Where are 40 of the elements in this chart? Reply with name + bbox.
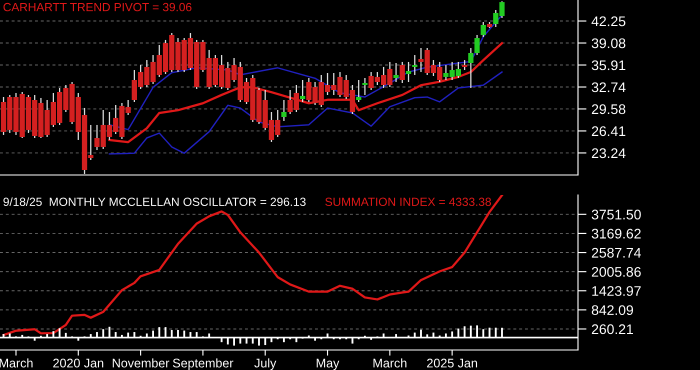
candlestick bbox=[480, 21, 486, 38]
x-tick-label: 2025 Jan bbox=[427, 358, 478, 368]
y-tick-label: 23.24 bbox=[592, 148, 626, 158]
candlestick bbox=[400, 61, 405, 84]
y-tick-label: 3751.50 bbox=[592, 210, 641, 220]
x-tick-label: September bbox=[172, 358, 234, 370]
x-tick-label: March bbox=[373, 358, 406, 368]
candlestick bbox=[281, 99, 287, 122]
line-series bbox=[2, 195, 504, 336]
line-series bbox=[108, 42, 504, 144]
x-tick-label: 2020 Jan bbox=[53, 358, 104, 368]
candlestick bbox=[362, 77, 368, 96]
y-tick-label: 260.21 bbox=[592, 324, 633, 334]
y-tick-label: 32.74 bbox=[592, 82, 626, 92]
y-tick-label: 35.91 bbox=[592, 60, 626, 70]
candlestick bbox=[356, 79, 362, 103]
candlestick bbox=[406, 61, 412, 83]
y-tick-label: 39.08 bbox=[592, 38, 626, 48]
series-label: SUMMATION INDEX = 4333.38 bbox=[325, 198, 491, 206]
candlestick bbox=[474, 34, 480, 56]
candlestick bbox=[462, 59, 468, 71]
x-tick-label: May bbox=[316, 358, 340, 370]
candlestick bbox=[468, 47, 474, 89]
y-tick-label: 26.41 bbox=[592, 126, 626, 136]
line-series bbox=[108, 71, 503, 155]
y-tick-label: 842.09 bbox=[592, 305, 634, 316]
y-tick-label: 2005.86 bbox=[592, 266, 641, 277]
y-tick-label: 3169.62 bbox=[592, 228, 641, 239]
text: CARHARTT TREND PIVOT = 39.06 bbox=[3, 2, 192, 12]
candlestick bbox=[300, 79, 306, 103]
y-tick-label: 2587.74 bbox=[592, 248, 641, 258]
x-tick-label: July bbox=[254, 358, 276, 370]
x-tick-label: March bbox=[0, 358, 33, 368]
y-tick-label: 29.58 bbox=[592, 104, 626, 114]
y-tick-label: 42.25 bbox=[592, 16, 626, 26]
text: 9/18/25 MONTHLY MCCLELLAN OSCILLATOR = 296.13 bbox=[3, 197, 306, 206]
x-tick-label: November bbox=[112, 358, 170, 368]
candlestick bbox=[412, 54, 418, 76]
candlestick bbox=[393, 62, 399, 83]
y-tick-label: 1423.97 bbox=[592, 286, 641, 296]
